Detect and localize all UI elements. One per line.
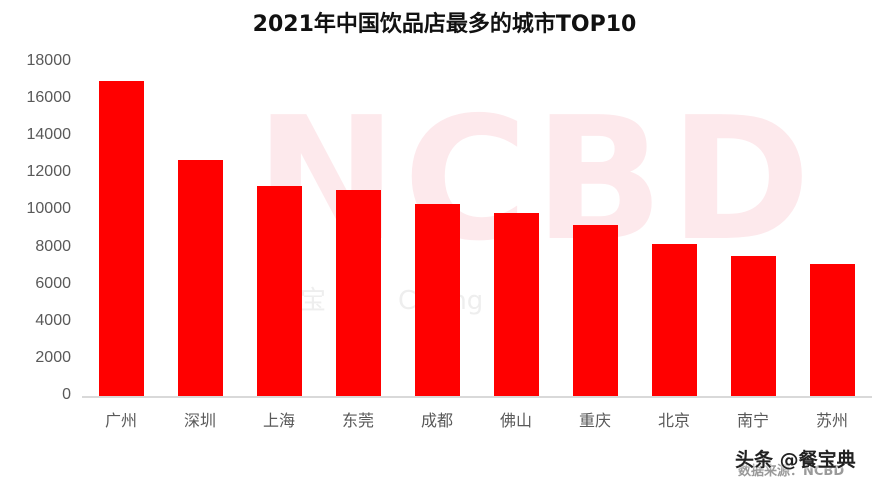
bar-1 bbox=[178, 160, 223, 396]
bar-0 bbox=[99, 80, 144, 396]
y-tick-label: 16000 bbox=[26, 89, 72, 107]
y-tick-label: 12000 bbox=[26, 163, 72, 181]
bar-5 bbox=[494, 213, 539, 396]
x-axis-line bbox=[82, 396, 872, 398]
y-tick-label: 18000 bbox=[26, 52, 72, 69]
bar-4 bbox=[415, 203, 460, 396]
author-watermark: 头条 @餐宝典 bbox=[735, 449, 856, 471]
x-tick-label: 苏州 bbox=[815, 411, 848, 430]
x-tick-label: 南宁 bbox=[736, 411, 769, 430]
x-tick-label: 东莞 bbox=[341, 411, 374, 430]
x-tick-label: 深圳 bbox=[183, 411, 216, 430]
y-tick-label: 0 bbox=[62, 386, 71, 403]
data-source-note: 数据来源：NCBD bbox=[738, 464, 845, 479]
y-tick-label: 10000 bbox=[26, 200, 72, 218]
x-tick-label: 成都 bbox=[420, 411, 453, 430]
bar-6 bbox=[573, 225, 618, 396]
bar-3 bbox=[336, 190, 381, 396]
x-tick-label: 重庆 bbox=[578, 411, 611, 430]
x-tick-label: 广州 bbox=[104, 411, 137, 430]
y-tick-label: 2000 bbox=[35, 348, 71, 366]
y-tick-label: 6000 bbox=[35, 274, 71, 292]
x-tick-label: 上海 bbox=[262, 411, 295, 430]
bar-7 bbox=[652, 243, 697, 396]
bar-9 bbox=[810, 264, 855, 396]
x-tick-label: 佛山 bbox=[499, 411, 532, 430]
y-tick-label: 14000 bbox=[26, 126, 72, 144]
y-tick-label: 4000 bbox=[35, 311, 71, 329]
bar-8 bbox=[731, 255, 776, 396]
x-tick-label: 北京 bbox=[657, 411, 690, 430]
chart-title: 2021年中国饮品店最多的城市TOP10 bbox=[252, 12, 637, 37]
y-tick-label: 8000 bbox=[35, 237, 71, 255]
bar-2 bbox=[257, 186, 302, 396]
